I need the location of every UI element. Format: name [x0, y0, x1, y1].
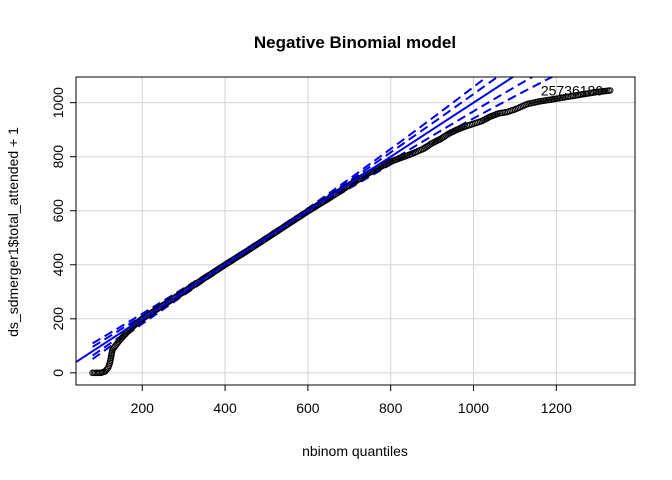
y-tick-label: 0 — [50, 369, 66, 377]
confidence-envelope — [91, 77, 555, 360]
data-points — [89, 87, 614, 377]
data-point — [606, 87, 614, 94]
x-tick-label: 600 — [296, 400, 320, 416]
y-axis-label: ds_sdmerger1$total_attended + 1 — [5, 127, 21, 337]
grid — [76, 77, 635, 385]
x-tick-label: 400 — [213, 400, 237, 416]
x-tick-label: 800 — [379, 400, 403, 416]
reference-line — [76, 77, 515, 363]
y-tick-label: 200 — [50, 307, 66, 331]
data-point — [120, 332, 127, 340]
y-tick-label: 800 — [50, 145, 66, 169]
chart-title: Negative Binomial model — [254, 33, 456, 52]
envelope-upper-inner — [92, 77, 500, 348]
x-tick-label: 1000 — [458, 400, 489, 416]
data-point — [121, 331, 128, 339]
envelope-lower-inner — [91, 77, 535, 357]
x-axis-label: nbinom quantiles — [302, 443, 408, 459]
envelope-lower-outer — [91, 77, 555, 360]
y-tick-label: 400 — [50, 253, 66, 277]
plot-frame — [75, 76, 636, 386]
point-id-label: 25736180 — [541, 83, 604, 99]
y-axis: 0 200 400 600 800 1000 — [50, 87, 77, 377]
reference-line-group — [76, 77, 515, 363]
x-tick-label: 1200 — [541, 400, 572, 416]
y-tick-label: 600 — [50, 199, 66, 223]
y-tick-label: 1000 — [50, 87, 66, 118]
x-tick-label: 200 — [131, 400, 155, 416]
x-axis: 200 400 600 800 1000 1200 — [131, 384, 572, 416]
